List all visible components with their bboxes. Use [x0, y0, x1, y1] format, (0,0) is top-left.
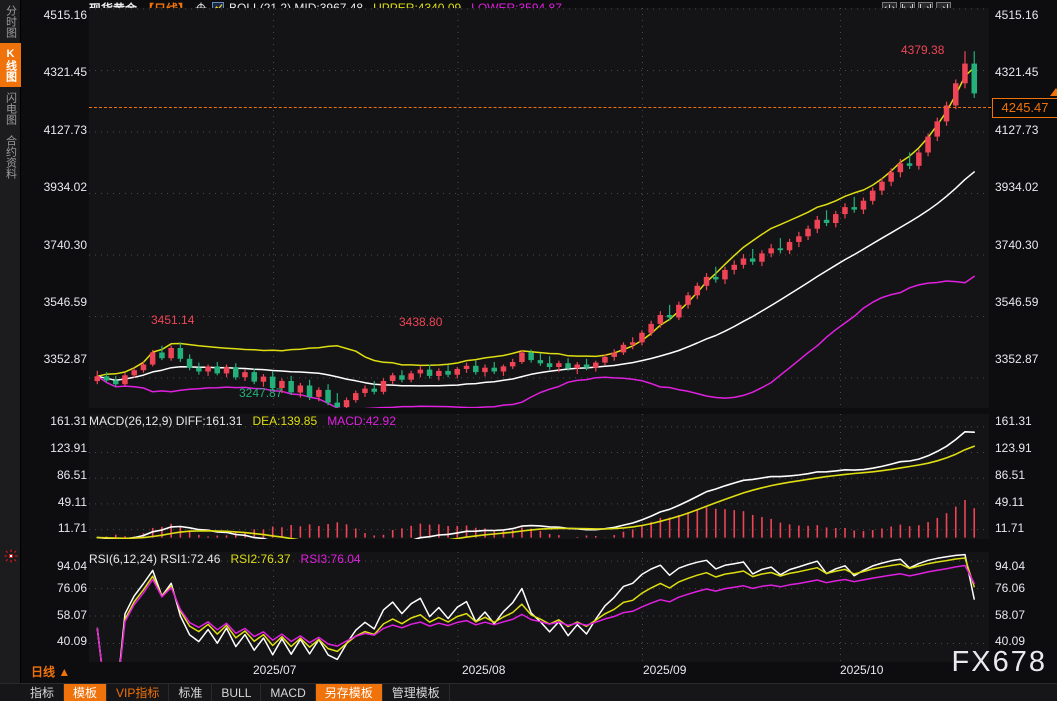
axis-label: 3934.02 — [43, 180, 87, 194]
axis-label: 161.31 — [50, 414, 87, 428]
current-price-arrow-icon — [1050, 88, 1057, 96]
sidebar-item-contract-info[interactable]: 合约资料 — [0, 130, 21, 184]
axis-label: 3546.59 — [995, 295, 1039, 309]
bottom-toolbar: 指标 模板 VIP指标 标准 BULL MACD 另存模板 管理模板 — [0, 683, 1057, 701]
current-price-line — [89, 107, 991, 108]
axis-label: 76.06 — [56, 581, 87, 595]
annotation-high-mid: 3438.80 — [399, 315, 443, 329]
timeframe-label[interactable]: 日线 ▲ — [31, 665, 71, 679]
axis-label: 4127.73 — [995, 123, 1039, 137]
date-label: 2025/07 — [253, 663, 297, 677]
sidebar-item-label: 分时图 — [4, 5, 17, 38]
axis-label: 58.07 — [56, 608, 87, 622]
left-sidebar: 分时图 K线图 闪电图 合约资料 — [0, 0, 21, 701]
axis-label: 49.11 — [995, 495, 1025, 509]
annotation-low: 3247.87 — [239, 386, 283, 400]
chart-main-area: 现货黄金 【日线】 BOLL(21,2) MID:3967.48 — [21, 0, 1057, 701]
rsi2-label: RSI2:76.37 — [230, 552, 291, 566]
sidebar-item-flash[interactable]: 闪电图 — [0, 87, 21, 130]
axis-label: 123.91 — [995, 441, 1032, 455]
sidebar-item-label: 闪电图 — [4, 92, 17, 125]
annotation-high-peak: 4379.38 — [901, 43, 945, 57]
axis-label: 4321.45 — [995, 65, 1039, 79]
axis-label: 86.51 — [56, 468, 87, 482]
axis-label: 4127.73 — [43, 123, 87, 137]
rsi-panel-title: RSI(6,12,24) RSI1:72.46 RSI2:76.37 RSI3:… — [89, 552, 361, 566]
macd-panel-title: MACD(26,12,9) DIFF:161.31 DEA:139.85 MAC… — [89, 414, 396, 428]
annotation-high-left: 3451.14 — [151, 313, 195, 327]
date-label: 2025/08 — [462, 663, 506, 677]
axis-label: 3740.30 — [43, 238, 87, 252]
axis-label: 11.71 — [995, 521, 1025, 535]
rsi3-label: RSI3:76.04 — [300, 552, 361, 566]
axis-label: 3934.02 — [995, 180, 1039, 194]
bottom-template[interactable]: 模板 — [64, 684, 108, 701]
axis-label: 40.09 — [995, 634, 1026, 648]
sun-alert-icon[interactable] — [4, 549, 18, 563]
price-chart-pane[interactable] — [89, 8, 989, 408]
axis-label: 94.04 — [56, 559, 87, 573]
current-price-marker[interactable]: 4245.47 — [992, 98, 1057, 118]
bottom-standard[interactable]: 标准 — [169, 684, 213, 701]
date-label: 2025/10 — [840, 663, 884, 677]
axis-label: 4515.16 — [43, 8, 87, 22]
macd-value-label: MACD:42.92 — [327, 414, 396, 428]
axis-label: 123.91 — [50, 441, 87, 455]
watermark-logo: FX678 — [951, 646, 1047, 678]
axis-label: 49.11 — [57, 495, 87, 509]
rsi-chart-pane[interactable] — [89, 552, 989, 662]
bottom-vip-indicator[interactable]: VIP指标 — [107, 684, 170, 701]
axis-label: 4321.45 — [43, 65, 87, 79]
date-label: 2025/09 — [643, 663, 687, 677]
axis-label: 3352.87 — [995, 352, 1039, 366]
axis-label: 58.07 — [995, 608, 1026, 622]
axis-label: 40.09 — [56, 634, 87, 648]
bottom-indicator[interactable]: 指标 — [21, 684, 65, 701]
axis-label: 3740.30 — [995, 238, 1039, 252]
axis-label: 161.31 — [995, 414, 1032, 428]
sidebar-item-label: K线图 — [4, 48, 17, 82]
date-axis: 2025/07 2025/08 2025/09 2025/10 — [21, 663, 1057, 680]
sidebar-item-timeline[interactable]: 分时图 — [0, 0, 21, 43]
axis-label: 4515.16 — [995, 8, 1039, 22]
bottom-bull[interactable]: BULL — [212, 684, 262, 701]
sidebar-item-label: 合约资料 — [4, 135, 17, 179]
bottom-save-template[interactable]: 另存模板 — [315, 684, 383, 701]
axis-label: 3546.59 — [43, 295, 87, 309]
axis-label: 11.71 — [57, 521, 87, 535]
axis-label: 3352.87 — [43, 352, 87, 366]
macd-chart-pane[interactable] — [89, 414, 989, 539]
axis-label: 76.06 — [995, 581, 1026, 595]
sidebar-item-kline[interactable]: K线图 — [0, 43, 21, 87]
bottom-macd[interactable]: MACD — [261, 684, 316, 701]
bottom-manage-template[interactable]: 管理模板 — [383, 684, 450, 701]
macd-dea-label: DEA:139.85 — [252, 414, 318, 428]
axis-label: 86.51 — [995, 468, 1026, 482]
axis-label: 94.04 — [995, 559, 1026, 573]
